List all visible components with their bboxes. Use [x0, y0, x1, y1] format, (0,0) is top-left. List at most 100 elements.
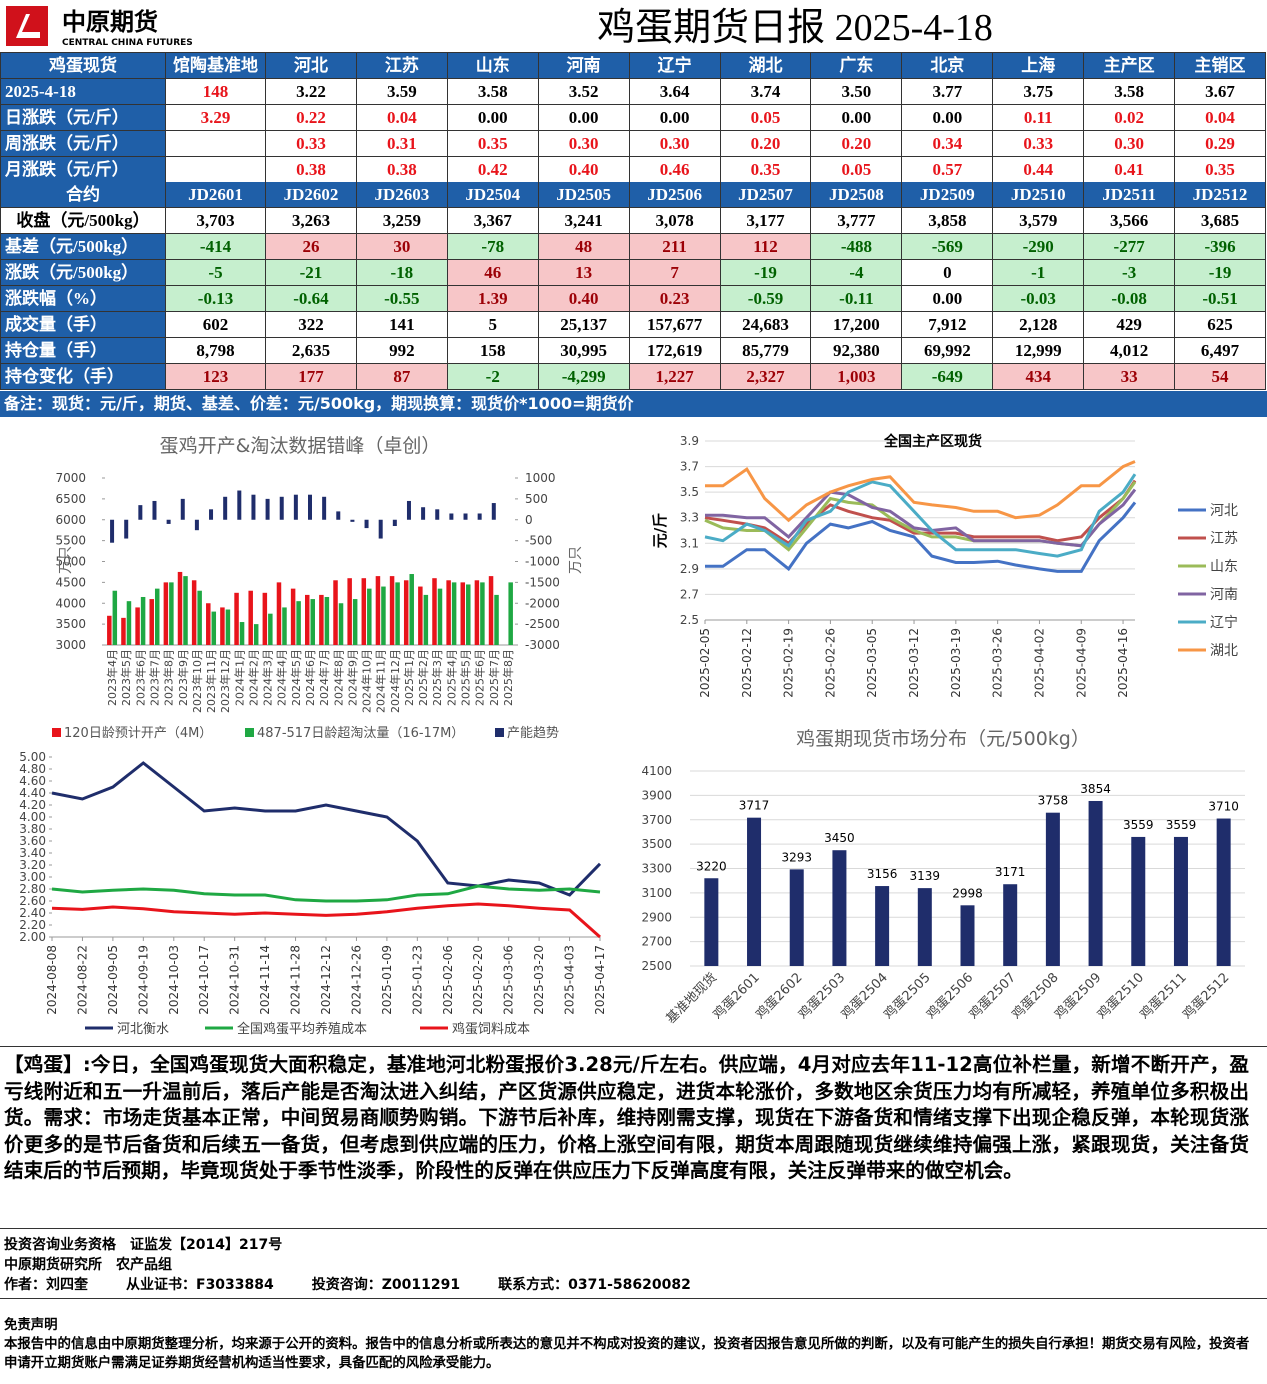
bar	[206, 603, 211, 645]
bar	[149, 599, 154, 645]
futures-cell: 3,177	[720, 208, 812, 234]
x-tick-label: 2025-02-26	[823, 628, 837, 698]
y-tick-label: 1000	[525, 471, 556, 485]
column-header: JD2506	[629, 182, 721, 208]
separator	[0, 1228, 1267, 1229]
x-tick-label: 2025-02-19	[782, 628, 796, 698]
futures-cell: 1.39	[447, 286, 539, 312]
x-tick-label: 2024年7月	[317, 649, 331, 706]
x-tick-label: 2023年8月	[162, 649, 176, 706]
x-tick-label: 2025年3月	[430, 649, 444, 706]
bar	[169, 582, 174, 645]
legend-swatch	[245, 728, 254, 737]
bar	[191, 580, 197, 645]
legend-label: 120日龄预计开产（4M）	[64, 726, 212, 741]
bar	[463, 513, 468, 520]
bar	[265, 498, 270, 520]
bar	[319, 594, 324, 645]
disclaimer-text: 本报告中的信息由中原期货整理分析，均来源于公开的资料。报告中的信息分析或所表达的…	[4, 1337, 1250, 1371]
x-tick-label: 2024-11-14	[258, 945, 272, 1015]
spot-cell: 3.77	[902, 79, 994, 105]
bar	[1216, 818, 1231, 966]
bar	[239, 622, 245, 645]
bar	[494, 594, 499, 645]
futures-table: 合约 JD2601 JD2602 JD2603 JD2504 JD2505 JD2506 JD…	[0, 182, 1266, 390]
logo-icon	[6, 6, 48, 46]
bar	[418, 586, 423, 645]
column-header: 上海	[993, 53, 1085, 79]
futures-cell: -0.51	[1175, 286, 1266, 312]
footer: 投资咨询业务资格 证监发【2014】217号 中原期货研究所 农产品组 作者：刘…	[4, 1235, 729, 1295]
y-tick-label: 3900	[641, 788, 672, 802]
logo-en: CENTRAL CHINA FUTURES	[62, 38, 193, 48]
spot-cell: 3.29	[166, 105, 266, 131]
spot-cell	[166, 157, 266, 183]
row-label: 日涨跌（元/斤）	[1, 105, 166, 131]
bar	[960, 905, 975, 966]
bar	[253, 624, 259, 645]
y-tick-label: 3000	[55, 638, 86, 652]
bar	[747, 817, 762, 966]
value-label: 3139	[910, 869, 941, 883]
y-tick-label: 0	[525, 513, 533, 527]
y2-axis-label: 万只	[568, 546, 584, 574]
bar	[310, 599, 315, 645]
spot-cell: 0.41	[1084, 157, 1176, 183]
bar	[324, 596, 330, 645]
bar	[389, 576, 395, 645]
spot-cell	[166, 131, 266, 157]
y-tick-label: 2.40	[19, 906, 46, 920]
row-label: 周涨跌（元/斤）	[1, 131, 166, 157]
y-tick-label: 3700	[641, 813, 672, 827]
x-tick-label: 2024-08-22	[75, 945, 89, 1015]
series-line	[705, 488, 1137, 548]
row-label: 月涨跌（元/斤）	[1, 157, 166, 183]
bar	[437, 588, 443, 645]
futures-cell: 13	[538, 260, 630, 286]
x-tick-label: 2025年7月	[487, 649, 501, 706]
column-header: 鸡蛋现货	[1, 53, 166, 79]
futures-cell: 2,128	[993, 312, 1085, 338]
x-tick-label: 2024-10-31	[228, 945, 242, 1015]
series-line	[51, 761, 602, 897]
bar	[183, 576, 188, 645]
spot-cell: 0.35	[1175, 157, 1266, 183]
y-tick-label: 3300	[641, 862, 672, 876]
bar	[262, 592, 268, 645]
bar	[1088, 800, 1103, 966]
x-tick-label: 2024年10月	[360, 649, 374, 713]
legend-label: 全国鸡蛋平均养殖成本	[237, 1021, 367, 1037]
futures-cell: 6,497	[1175, 338, 1266, 364]
bar	[378, 519, 383, 539]
value-label: 3156	[867, 867, 898, 881]
y-tick-label: 2.00	[19, 930, 46, 944]
futures-cell: -2	[447, 364, 539, 390]
y-tick-label: 2500	[641, 959, 672, 973]
bar	[308, 494, 312, 520]
futures-cell: -78	[447, 234, 539, 260]
x-tick-label: 2023年4月	[105, 649, 119, 706]
bar	[293, 494, 298, 520]
futures-cell: 3,263	[266, 208, 357, 234]
y-tick-label: 4.80	[19, 762, 46, 776]
futures-cell: 3,259	[356, 208, 448, 234]
x-tick-label: 2025-03-20	[532, 945, 546, 1015]
row-label: 基差（元/500kg）	[1, 234, 166, 260]
futures-cell: 141	[356, 312, 448, 338]
futures-cell: -1	[993, 260, 1085, 286]
header: 中原期货 CENTRAL CHINA FUTURES 鸡蛋期货日报 2025-4…	[6, 6, 993, 49]
spot-cell: 3.22	[266, 79, 357, 105]
x-tick-label: 2024-08-08	[45, 945, 59, 1015]
futures-cell: 3,777	[811, 208, 903, 234]
y-tick-label: 3.20	[19, 858, 46, 872]
x-tick-label: 2025-04-09	[1074, 628, 1088, 698]
spot-cell: 3.52	[538, 79, 630, 105]
bar	[446, 580, 451, 645]
x-tick-label: 2023年5月	[119, 649, 133, 706]
bar	[279, 496, 284, 520]
spot-cell: 0.02	[1084, 105, 1176, 131]
y-tick-label: 3.3	[680, 511, 699, 525]
logo-mark	[16, 14, 40, 38]
x-tick-label: 2025-02-06	[441, 945, 455, 1015]
x-tick-label: 2024年6月	[303, 649, 317, 706]
